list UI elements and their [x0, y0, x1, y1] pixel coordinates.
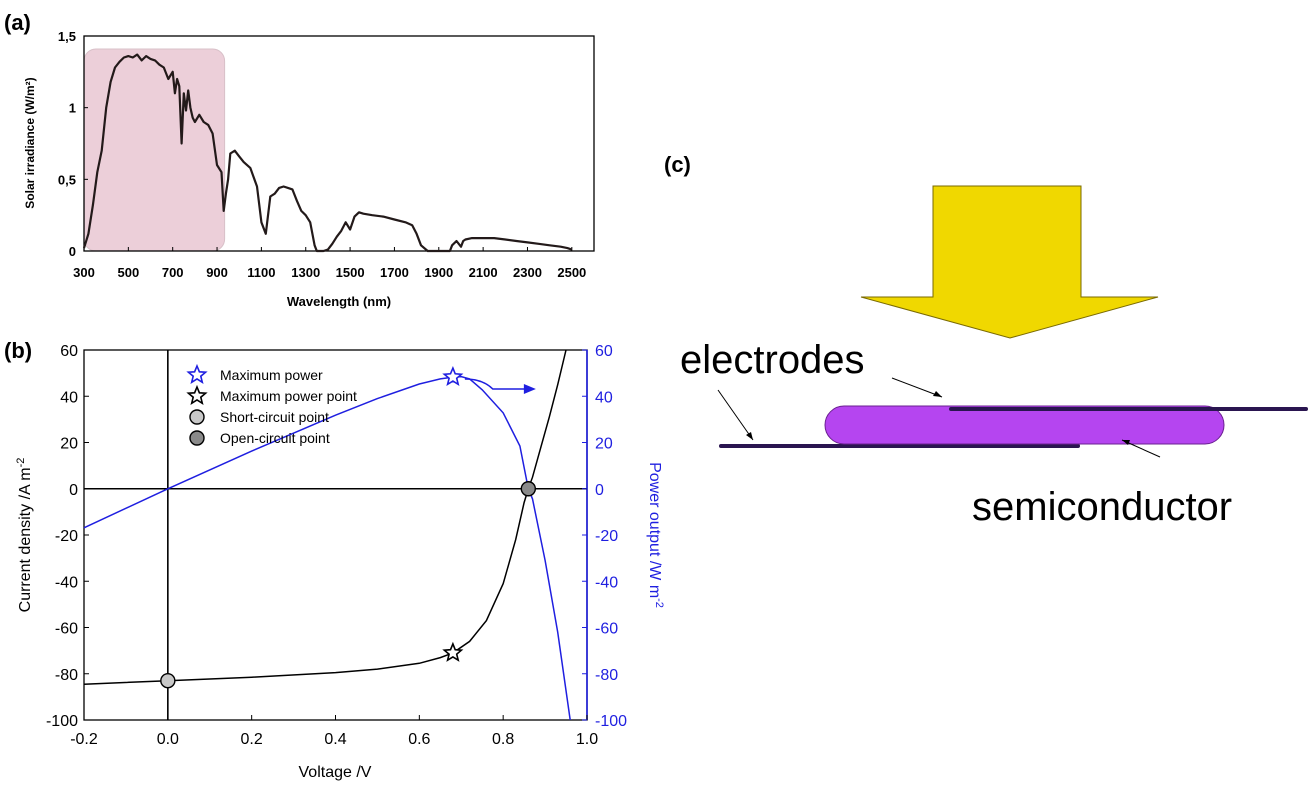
x-tick-label: 300	[73, 265, 95, 280]
x-tick-label: 2100	[469, 265, 498, 280]
power-output-curve	[83, 375, 571, 721]
spectrum-x-ticks: 300 500 700 900 1100 1300 1500 1700 1900 2100 2300…	[73, 247, 586, 280]
y2-tick-label: 40	[595, 389, 613, 406]
x-tick-label: 0.6	[408, 731, 430, 748]
x-tick-label: 0.0	[157, 731, 179, 748]
x-tick-label: 0.4	[324, 731, 346, 748]
power-y-ticks: -100 -80 -60 -40 -20 0 20 40 60	[582, 343, 627, 730]
jv-x-axis-label: Voltage /V	[299, 764, 372, 781]
max-power-point-marker	[442, 641, 464, 662]
y-tick-label: -80	[55, 667, 78, 684]
spectrum-x-axis-label: Wavelength (nm)	[287, 294, 391, 309]
y2-tick-label: 0	[595, 482, 604, 499]
spectrum-y-ticks: 0 0,5 1 1,5	[58, 29, 88, 259]
spectrum-axes-frame	[83, 35, 595, 252]
y-tick-label: 0	[69, 482, 78, 499]
y-tick-label: 40	[60, 389, 78, 406]
legend-label: Maximum power	[220, 367, 323, 383]
y-tick-label: 0	[69, 244, 76, 259]
x-tick-label: 1700	[380, 265, 409, 280]
panel-a: (a) 300 500 700 900 1100 1300 1500 1700 1900 2100…	[4, 10, 595, 309]
open-circuit-marker	[520, 481, 537, 497]
panel-a-label: (a)	[4, 10, 31, 35]
jv-x-ticks: -0.2 0.0 0.2 0.4 0.6 0.8 1.0	[70, 715, 598, 748]
jv-y-axis-label-sup: -2	[15, 458, 27, 468]
panel-b: (b) -0.2 0.0 0.2 0.4 0.6 0.8 1.0 -100 -80 -60 -40…	[4, 338, 665, 781]
power-axis-label-text: Power output /W m	[646, 462, 663, 598]
y2-tick-label: -40	[595, 574, 618, 591]
y2-tick-label: -60	[595, 621, 618, 638]
y2-tick-label: -20	[595, 528, 618, 545]
panel-c-label: (c)	[664, 152, 691, 177]
legend-marker	[189, 430, 205, 446]
current-density-curve	[83, 349, 567, 685]
legend-marker	[189, 409, 205, 425]
x-tick-label: 500	[117, 265, 139, 280]
x-tick-label: 1900	[424, 265, 453, 280]
semiconductor-label: semiconductor	[972, 485, 1232, 529]
incident-light-arrow	[860, 185, 1159, 339]
visible-range-highlight	[83, 48, 226, 252]
y-tick-label: 60	[60, 343, 78, 360]
semiconductor-pointer-head	[1122, 440, 1130, 445]
characteristic-points	[160, 366, 537, 689]
electrodes-label: electrodes	[680, 338, 865, 382]
x-tick-label: 700	[162, 265, 184, 280]
x-tick-label: 2500	[557, 265, 586, 280]
y2-tick-label: 60	[595, 343, 613, 360]
legend-label: Short-circuit point	[220, 409, 329, 425]
y-tick-label: 0,5	[58, 172, 76, 187]
y2-tick-label: -100	[595, 713, 627, 730]
electrode-pointer-top	[891, 377, 943, 398]
x-tick-label: 2300	[513, 265, 542, 280]
semiconductor-layer	[824, 405, 1225, 445]
power-axis-arrow	[464, 378, 536, 395]
max-power-marker	[442, 366, 464, 386]
y-tick-label: -20	[55, 528, 78, 545]
jv-axes-frame	[83, 349, 588, 721]
electrode-pointer-bottom-head	[746, 432, 753, 440]
panel-c: (c) electrodes semiconductor	[664, 152, 1308, 529]
y-tick-label: -40	[55, 574, 78, 591]
legend-label: Maximum power point	[220, 388, 357, 404]
electrode-pointer-bottom	[717, 389, 754, 441]
x-tick-label: 1.0	[576, 731, 598, 748]
x-tick-label: 1100	[247, 265, 275, 280]
y-tick-label: 1,5	[58, 29, 76, 44]
jv-legend: Maximum power Maximum power point Short-ci…	[186, 363, 357, 446]
y-tick-label: 1	[69, 101, 76, 116]
x-tick-label: 900	[206, 265, 228, 280]
x-tick-label: 1300	[291, 265, 320, 280]
arrow-head	[523, 384, 536, 395]
jv-y-axis-label: Current density /A m-2	[15, 458, 34, 613]
electrode-pointer-top-head	[933, 391, 942, 397]
jv-y-ticks: -100 -80 -60 -40 -20 0 20 40 60	[46, 343, 89, 730]
spectrum-y-axis-label: Solar irradiance (W/m²)	[23, 77, 37, 208]
x-tick-label: 1500	[336, 265, 365, 280]
y-tick-label: 20	[60, 436, 78, 453]
legend-label: Open-circuit point	[220, 430, 330, 446]
legend-marker	[186, 384, 208, 406]
short-circuit-marker	[160, 672, 176, 689]
x-tick-label: -0.2	[70, 731, 98, 748]
jv-y-axis-label-text: Current density /A m	[17, 467, 34, 612]
arrow-shaft	[464, 378, 525, 390]
x-tick-label: 0.8	[492, 731, 514, 748]
power-axis-label-sup: -2	[653, 598, 665, 608]
power-axis-label: Power output /W m-2	[646, 462, 665, 608]
solar-spectrum-line	[82, 53, 573, 253]
y2-tick-label: -80	[595, 667, 618, 684]
panel-b-label: (b)	[4, 338, 32, 363]
y-tick-label: -60	[55, 621, 78, 638]
x-tick-label: 0.2	[241, 731, 263, 748]
y-tick-label: -100	[46, 713, 78, 730]
y2-tick-label: 20	[595, 436, 613, 453]
legend-marker	[186, 363, 208, 385]
